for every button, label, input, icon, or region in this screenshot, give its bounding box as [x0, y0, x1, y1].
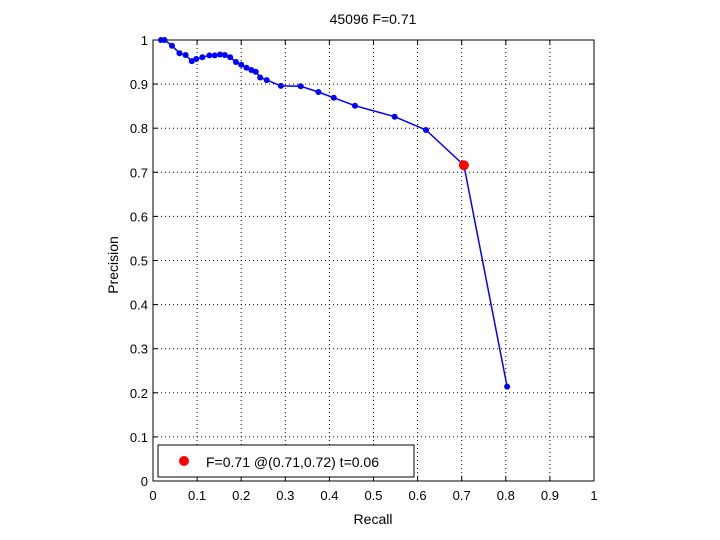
data-point — [315, 89, 322, 96]
series-group — [157, 37, 511, 390]
data-point — [182, 51, 189, 58]
y-tick-label: 0.1 — [130, 430, 148, 445]
y-tick-label: 1 — [141, 33, 148, 48]
data-point — [257, 74, 264, 81]
legend: F=0.71 @(0.71,0.72) t=0.06 — [157, 444, 415, 478]
chart-title: 45096 F=0.71 — [330, 11, 417, 27]
data-point — [176, 50, 183, 57]
axis-ticks: 0 0.1 0.2 0.3 0.4 0.5 0.6 0.7 0.8 0.9 1 0 0.1 0.2 0.3 0… — [130, 33, 598, 503]
data-point — [504, 383, 511, 390]
data-point — [199, 54, 206, 61]
legend-label: F=0.71 @(0.71,0.72) t=0.06 — [206, 454, 379, 470]
x-axis-label: Recall — [354, 511, 393, 527]
data-point — [252, 68, 259, 75]
data-point — [297, 83, 304, 90]
x-tick-label: 0.9 — [541, 488, 559, 503]
data-point — [391, 113, 398, 120]
y-tick-label: 0.6 — [130, 209, 148, 224]
data-point — [211, 52, 218, 59]
data-point — [238, 61, 245, 68]
x-tick-label: 1 — [590, 488, 597, 503]
x-tick-label: 0.2 — [232, 488, 250, 503]
x-tick-label: 0.8 — [497, 488, 515, 503]
legend-box — [157, 444, 415, 478]
data-point — [217, 51, 224, 58]
y-tick-label: 0 — [141, 474, 148, 489]
data-point — [422, 126, 429, 133]
data-point — [193, 55, 200, 62]
y-tick-label: 0.5 — [130, 254, 148, 269]
data-point — [277, 82, 284, 89]
x-tick-label: 0.6 — [409, 488, 427, 503]
data-point — [221, 51, 228, 58]
y-tick-label: 0.7 — [130, 165, 148, 180]
data-point — [243, 64, 250, 71]
x-tick-label: 0.4 — [320, 488, 338, 503]
y-tick-label: 0.2 — [130, 386, 148, 401]
best-f-point — [458, 160, 469, 171]
data-point — [168, 42, 175, 49]
x-tick-label: 0 — [149, 488, 156, 503]
x-tick-label: 0.3 — [276, 488, 294, 503]
data-point — [351, 102, 358, 109]
y-tick-label: 0.3 — [130, 342, 148, 357]
x-tick-label: 0.1 — [188, 488, 206, 503]
data-point — [206, 52, 213, 59]
x-tick-label: 0.5 — [364, 488, 382, 503]
data-point — [330, 94, 337, 101]
data-point — [227, 54, 234, 61]
legend-marker-dot — [179, 456, 189, 466]
y-tick-label: 0.8 — [130, 121, 148, 136]
y-axis-label: Precision — [105, 236, 121, 294]
data-point — [161, 37, 168, 43]
y-tick-label: 0.9 — [130, 77, 148, 92]
data-point — [263, 77, 270, 84]
data-point — [232, 59, 239, 66]
x-tick-label: 0.7 — [453, 488, 471, 503]
grid-lines — [153, 40, 594, 481]
y-tick-label: 0.4 — [130, 298, 148, 313]
